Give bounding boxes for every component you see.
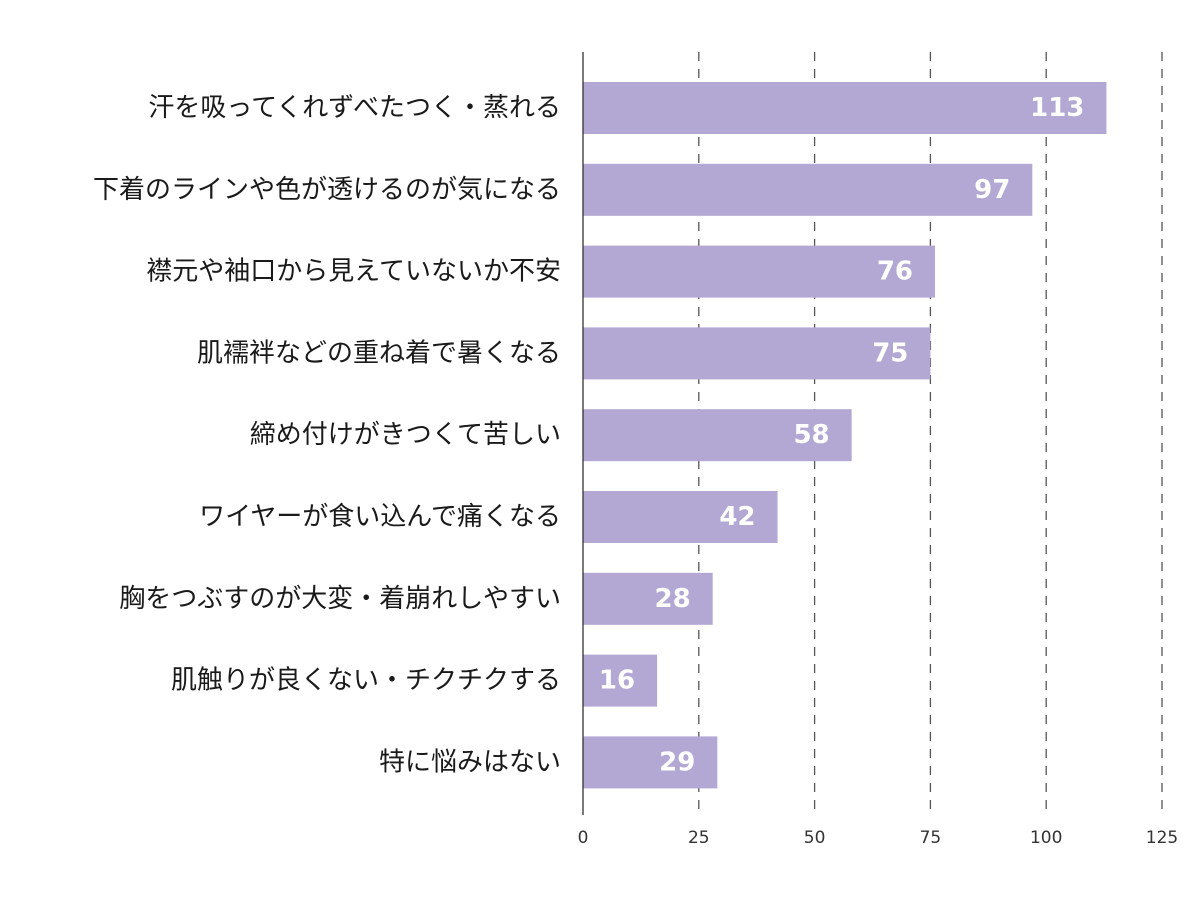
x-tick-label: 50 [804,828,826,848]
bar [583,654,658,707]
x-tick-label: 0 [578,828,589,848]
category-label: 肌襦袢などの重ね着で暑くなる [197,338,561,368]
category-labels: 汗を吸ってくれずべたつく・蒸れる下着のラインや色が透けるのが気になる襟元や袖口か… [93,93,561,777]
value-label: 97 [974,175,1010,205]
value-label: 42 [719,502,755,532]
category-label: 胸をつぶすのが大変・着崩れしやすい [119,584,561,614]
x-tick-label: 125 [1146,828,1178,848]
value-label: 28 [655,584,691,614]
value-label: 58 [793,420,829,450]
x-tick-label: 75 [920,828,942,848]
bar [583,327,931,380]
value-label: 75 [872,338,908,368]
value-label: 76 [877,257,913,287]
category-label: 特に悩みはない [379,747,561,777]
bar [583,572,713,625]
x-tick-label: 100 [1030,828,1062,848]
x-tick-label: 25 [688,828,710,848]
category-label: 肌触りが良くない・チクチクする [171,666,561,696]
bar [583,245,936,298]
bar [583,491,778,543]
bars [583,82,1107,789]
value-label: 29 [659,747,695,777]
category-label: 下着のラインや色が透けるのが気になる [93,175,561,205]
category-label: 締め付けがきつくて苦しい [250,420,561,450]
x-tick-labels: 0 25 50 75 100 125 [578,828,1179,848]
category-label: 襟元や袖口から見えていないか不安 [146,257,561,287]
bar [583,409,852,462]
category-label: ワイヤーが食い込んで痛くなる [199,502,561,532]
value-label: 16 [599,666,635,696]
bar [583,82,1107,134]
bar [583,736,718,789]
category-label: 汗を吸ってくれずべたつく・蒸れる [148,93,561,123]
value-label: 113 [1030,93,1084,123]
value-labels: 113 97 76 75 58 42 28 16 29 [599,93,1084,777]
bar [583,163,1033,216]
